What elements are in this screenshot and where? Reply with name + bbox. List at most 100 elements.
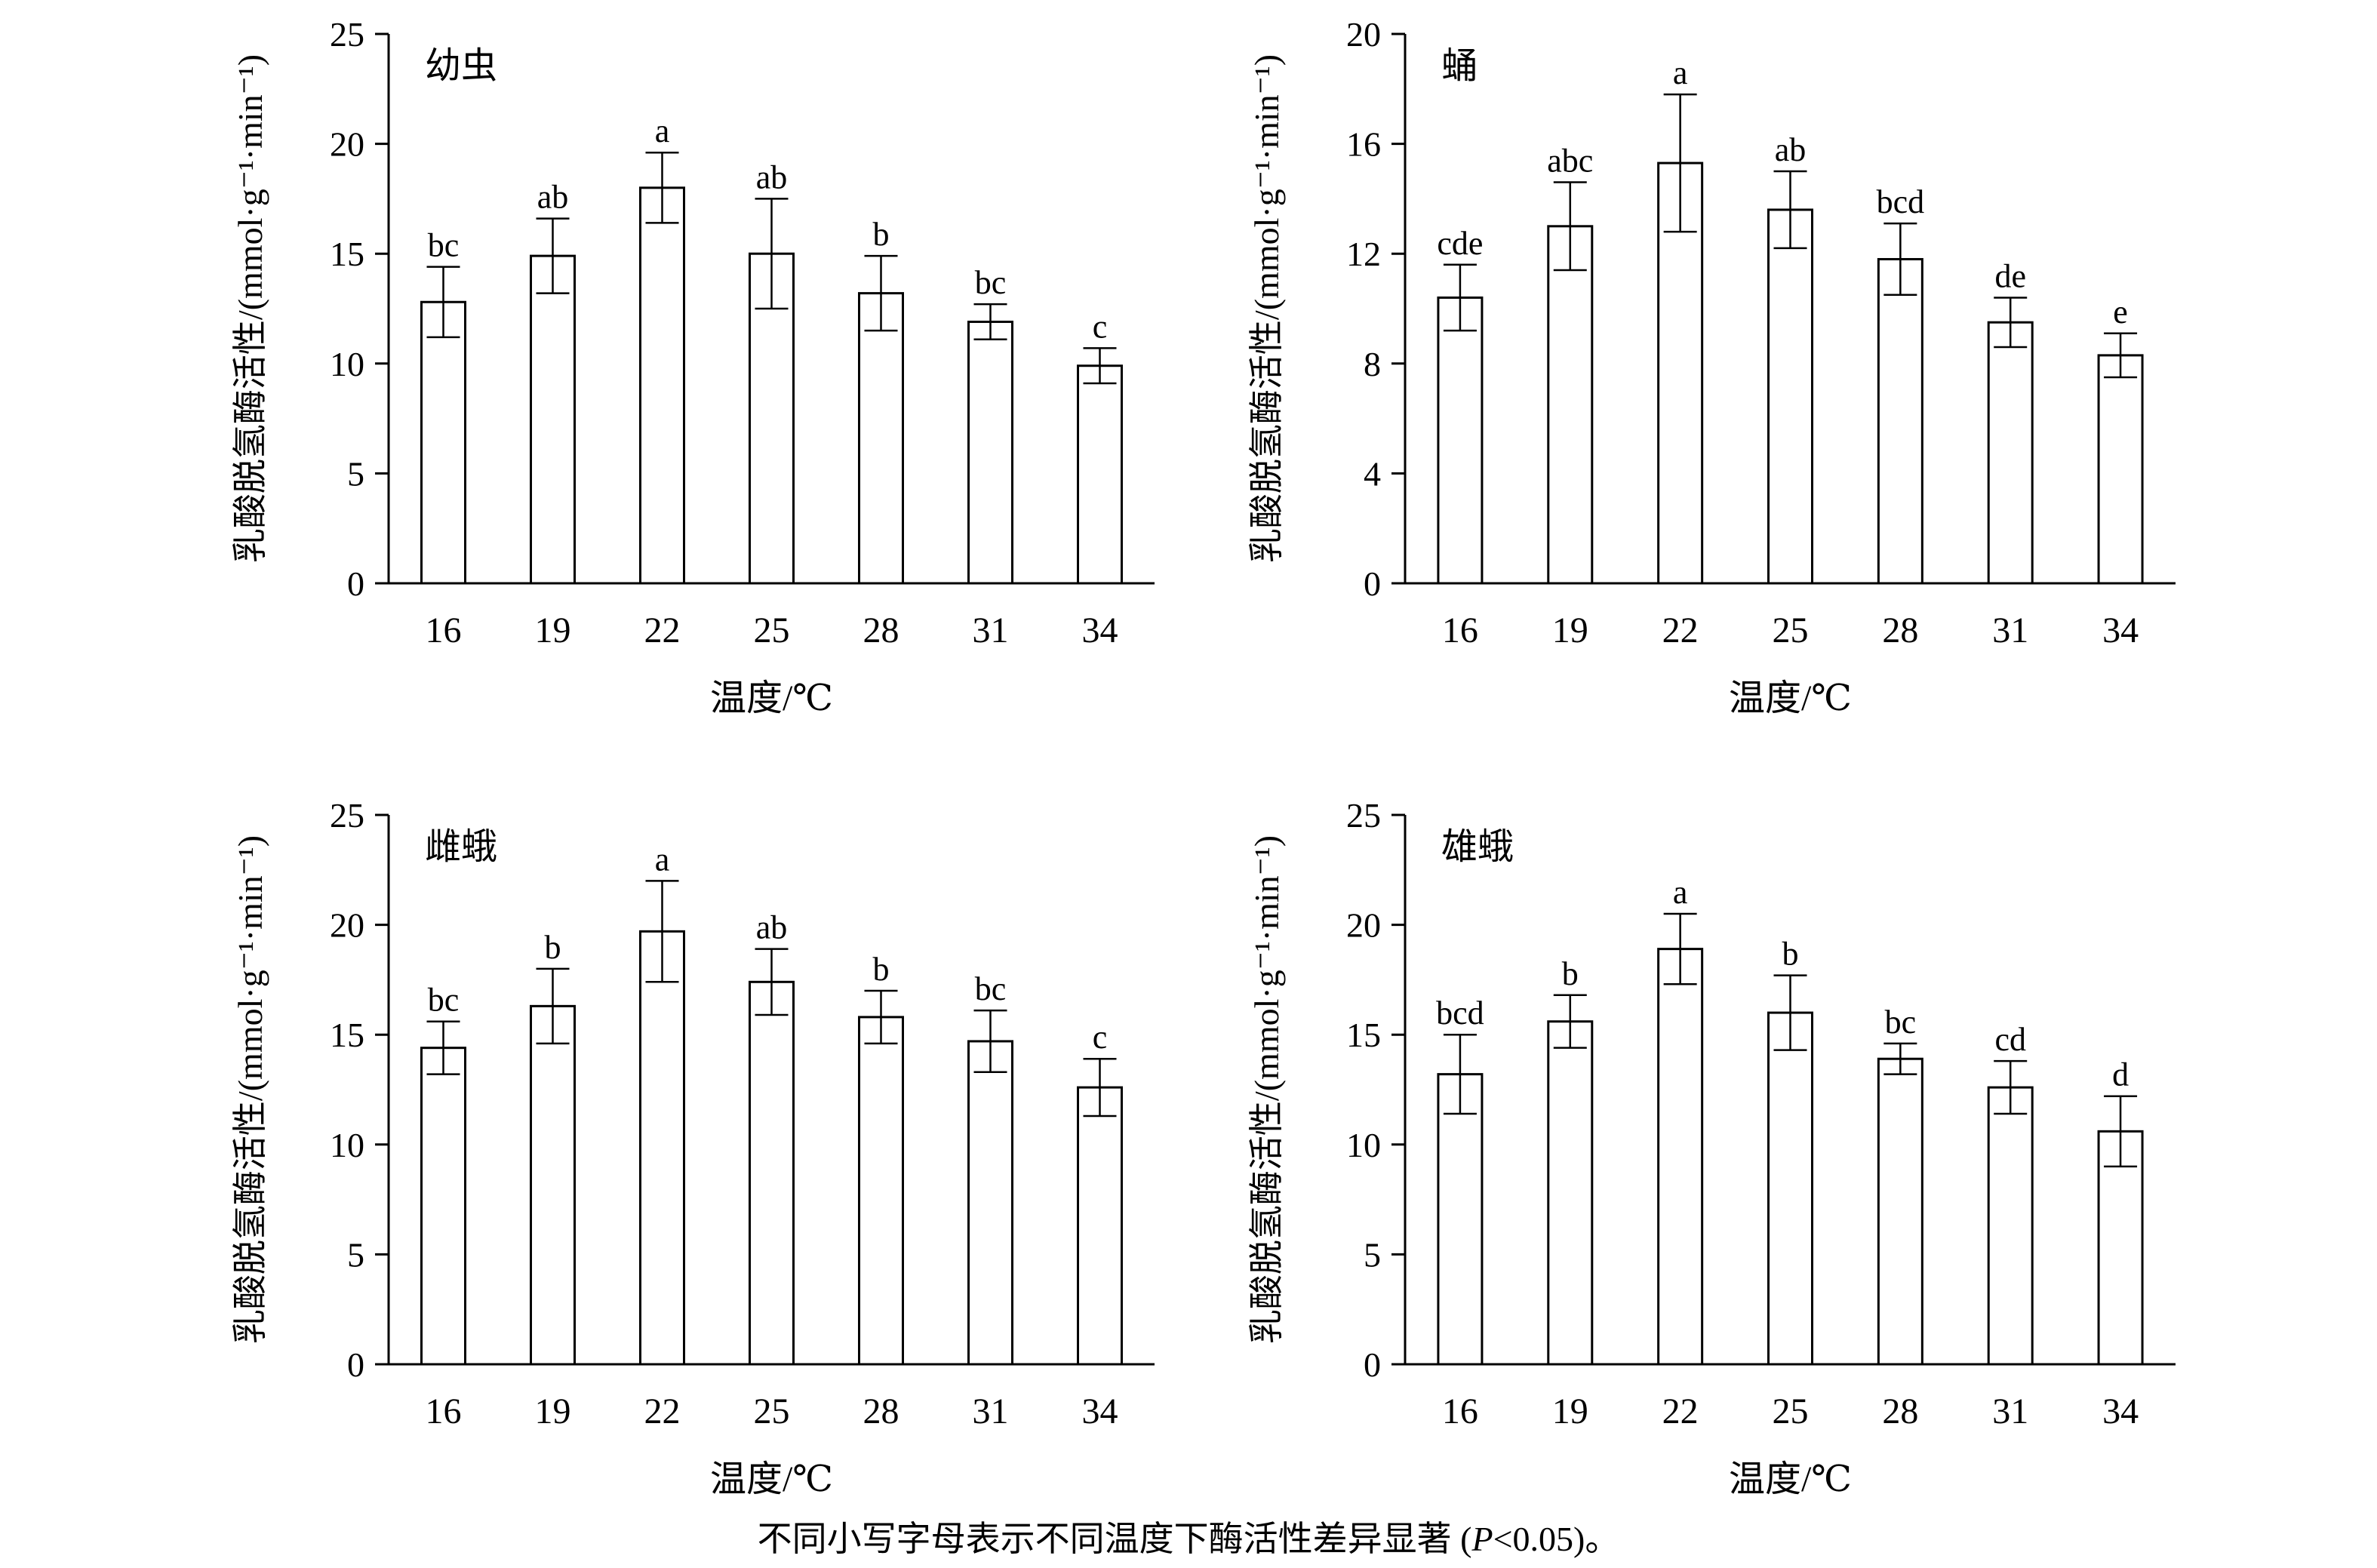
significance-letter: bc bbox=[1885, 1004, 1917, 1041]
significance-letter: e bbox=[2113, 294, 2128, 331]
x-tick-label: 28 bbox=[1882, 610, 1918, 650]
y-tick-label: 16 bbox=[1346, 125, 1381, 164]
y-tick-label: 8 bbox=[1364, 345, 1381, 383]
bar-19 bbox=[1547, 225, 1594, 585]
y-axis-title: 乳酸脱氢酶活性/(mmol·g⁻¹·min⁻¹) bbox=[1247, 835, 1286, 1344]
y-tick-label: 20 bbox=[1346, 15, 1381, 54]
x-tick-label: 31 bbox=[973, 1391, 1009, 1431]
significance-letter: bc bbox=[975, 264, 1007, 301]
bar-31 bbox=[1987, 321, 2034, 585]
bar-19 bbox=[1547, 1020, 1594, 1366]
significance-letter: b bbox=[1562, 955, 1579, 992]
significance-letter: b bbox=[873, 951, 890, 988]
chart-panel-3: 0 5 10 15 20 25 bc 16 b 19 a 22 ab 25 b 28 bc 31 c 34 雌蛾温度/℃… bbox=[231, 796, 1155, 1499]
y-tick-label: 10 bbox=[1346, 1126, 1381, 1164]
panel-label: 蛹 bbox=[1441, 46, 1478, 86]
x-tick-label: 16 bbox=[426, 1391, 462, 1431]
y-tick-label: 20 bbox=[1346, 906, 1381, 945]
y-tick-label: 25 bbox=[1346, 796, 1381, 835]
y-tick-label: 5 bbox=[347, 454, 364, 493]
significance-letter: abc bbox=[1547, 143, 1593, 180]
significance-letter: bc bbox=[428, 982, 460, 1019]
bar-16 bbox=[420, 300, 466, 585]
x-tick-label: 25 bbox=[1773, 610, 1809, 650]
chart-panel-4: 0 5 10 15 20 25 bcd 16 b 19 a 22 b 25 bc 28 cd 31 d 34 雄蛾温度/… bbox=[1247, 796, 2176, 1499]
y-axis-title: 乳酸脱氢酶活性/(mmol·g⁻¹·min⁻¹) bbox=[231, 835, 269, 1344]
bar-31 bbox=[967, 1040, 1013, 1366]
significance-letter: a bbox=[655, 841, 670, 878]
significance-letter: bc bbox=[975, 970, 1007, 1007]
y-tick-label: 5 bbox=[347, 1235, 364, 1274]
bar-22 bbox=[1657, 948, 1704, 1366]
significance-letter: b bbox=[545, 929, 561, 966]
significance-letter: cde bbox=[1437, 225, 1483, 262]
x-axis-title: 温度/℃ bbox=[710, 678, 833, 718]
x-tick-label: 19 bbox=[1552, 610, 1588, 650]
y-tick-label: 25 bbox=[330, 796, 364, 835]
significance-letter: ab bbox=[756, 158, 788, 195]
y-axis-title: 乳酸脱氢酶活性/(mmol·g⁻¹·min⁻¹) bbox=[231, 54, 269, 563]
y-tick-label: 4 bbox=[1364, 454, 1381, 493]
bar-31 bbox=[1987, 1086, 2034, 1366]
panel-label: 幼虫 bbox=[425, 46, 497, 86]
significance-letter: de bbox=[1994, 257, 2026, 294]
x-axis-title: 温度/℃ bbox=[710, 1459, 833, 1499]
significance-letter: bc bbox=[428, 227, 460, 264]
chart-panel-1: 0 5 10 15 20 25 bc 16 ab 19 a 22 ab 25 b 28 bc 31 c 34 幼虫温度/… bbox=[231, 15, 1155, 718]
significance-letter: a bbox=[1673, 54, 1688, 91]
bar-25 bbox=[749, 980, 795, 1366]
x-tick-label: 22 bbox=[1662, 1391, 1699, 1431]
x-tick-label: 22 bbox=[1662, 610, 1699, 650]
bar-28 bbox=[858, 1016, 904, 1366]
y-tick-label: 15 bbox=[330, 235, 364, 273]
bar-16 bbox=[1437, 296, 1484, 585]
x-tick-label: 34 bbox=[1082, 1391, 1118, 1431]
bar-25 bbox=[1767, 208, 1813, 585]
significance-letter: c bbox=[1093, 308, 1108, 345]
significance-letter: ab bbox=[756, 909, 788, 946]
y-tick-label: 15 bbox=[1346, 1016, 1381, 1054]
y-tick-label: 0 bbox=[347, 564, 364, 603]
caption-text-start: 不同小写字母表示不同温度下酶活性差异显著 ( bbox=[758, 1520, 1472, 1558]
y-tick-label: 10 bbox=[330, 345, 364, 383]
y-tick-label: 12 bbox=[1346, 235, 1381, 273]
significance-letter: a bbox=[655, 112, 670, 149]
y-tick-label: 25 bbox=[330, 15, 364, 54]
bar-16 bbox=[1437, 1073, 1484, 1366]
x-tick-label: 28 bbox=[1882, 1391, 1918, 1431]
x-tick-label: 16 bbox=[1442, 1391, 1478, 1431]
x-tick-label: 16 bbox=[1442, 610, 1478, 650]
bar-34 bbox=[2097, 1130, 2144, 1366]
y-tick-label: 0 bbox=[1364, 1345, 1381, 1384]
significance-letter: bcd bbox=[1436, 995, 1484, 1031]
significance-letter: a bbox=[1673, 874, 1688, 911]
y-tick-label: 5 bbox=[1364, 1235, 1381, 1274]
x-tick-label: 34 bbox=[2102, 610, 2139, 650]
x-tick-label: 19 bbox=[535, 1391, 571, 1431]
x-tick-label: 31 bbox=[1992, 610, 2028, 650]
bar-34 bbox=[2097, 354, 2144, 585]
bar-28 bbox=[1877, 257, 1923, 585]
bar-22 bbox=[639, 186, 685, 585]
y-tick-label: 0 bbox=[1364, 564, 1381, 603]
y-tick-label: 10 bbox=[330, 1126, 364, 1164]
bar-28 bbox=[858, 292, 904, 585]
x-tick-label: 34 bbox=[1082, 610, 1118, 650]
x-axis-title: 温度/℃ bbox=[1729, 678, 1852, 718]
bar-34 bbox=[1077, 364, 1123, 585]
significance-letter: c bbox=[1093, 1019, 1108, 1056]
x-tick-label: 22 bbox=[644, 610, 681, 650]
x-tick-label: 25 bbox=[1773, 1391, 1809, 1431]
x-axis-title: 温度/℃ bbox=[1729, 1459, 1852, 1499]
x-tick-label: 19 bbox=[1552, 1391, 1588, 1431]
significance-letter: d bbox=[2112, 1056, 2129, 1093]
bar-31 bbox=[967, 320, 1013, 585]
y-tick-label: 20 bbox=[330, 125, 364, 164]
significance-letter: b bbox=[873, 216, 890, 253]
y-tick-label: 0 bbox=[347, 1345, 364, 1384]
chart-panels: 0510152025bc16ab19a22ab25b28bc31c34幼虫温度/… bbox=[231, 15, 2176, 1499]
significance-letter: ab bbox=[537, 179, 569, 216]
x-tick-label: 25 bbox=[754, 610, 790, 650]
caption-p-italic: P bbox=[1471, 1520, 1493, 1558]
